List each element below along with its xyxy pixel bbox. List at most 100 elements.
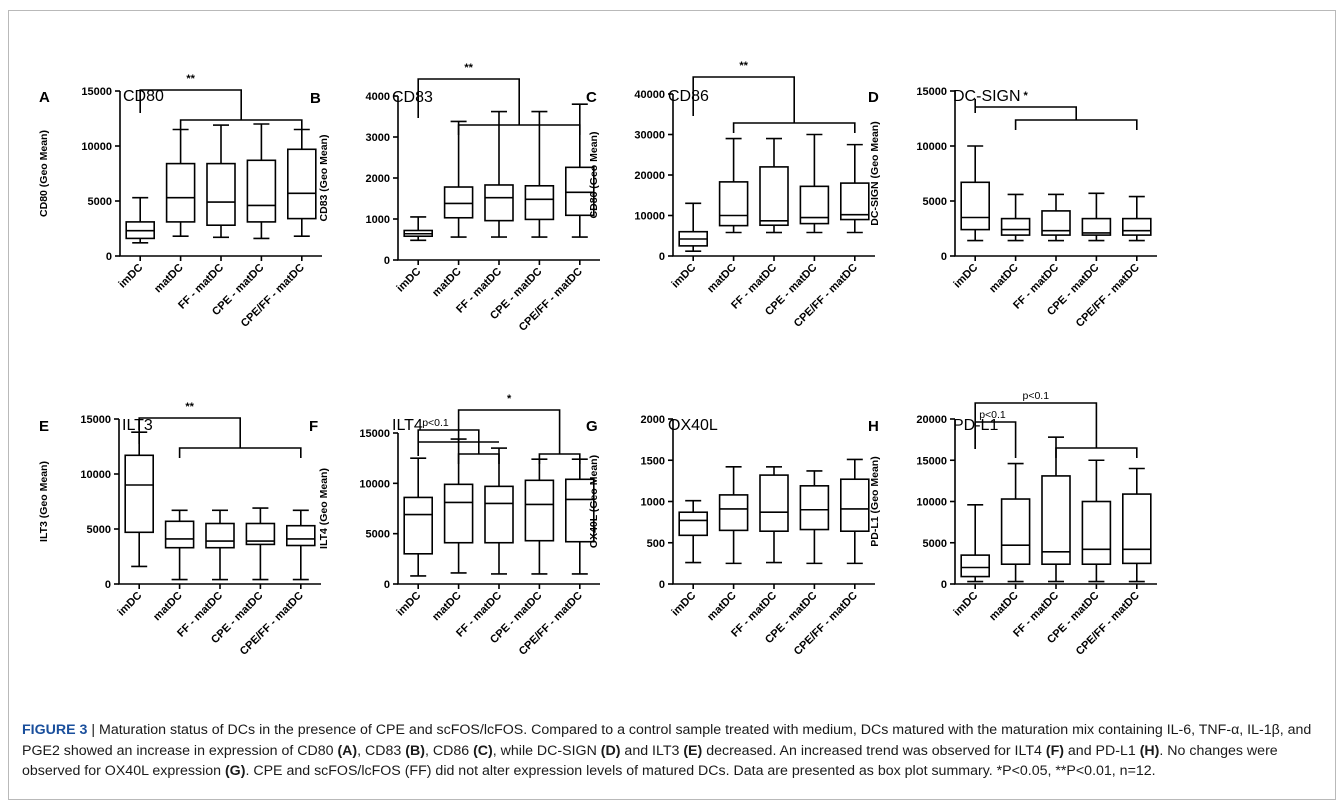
box-3 bbox=[524, 458, 555, 575]
box-iqr bbox=[839, 478, 870, 533]
chart-panel-b: B CD83 0 1000 2000 3000 4000 CD83 (Geo Mean) imD… bbox=[310, 62, 600, 334]
box-iqr bbox=[799, 185, 830, 225]
caption-label: FIGURE 3 bbox=[22, 722, 88, 738]
box-2 bbox=[484, 447, 514, 575]
box-iqr bbox=[124, 454, 154, 534]
caption-panel-ref: (D) bbox=[600, 742, 621, 759]
box-iqr bbox=[403, 496, 434, 555]
box-4 bbox=[286, 128, 317, 237]
box-0 bbox=[678, 499, 709, 564]
box-1 bbox=[718, 466, 749, 565]
box-2 bbox=[759, 466, 789, 564]
caption-panel-ref: (H) bbox=[1139, 742, 1160, 759]
box-3 bbox=[246, 123, 277, 240]
box-1 bbox=[718, 137, 749, 234]
x-tick-label: matDC bbox=[987, 590, 1021, 624]
caption-text: and ILT3 bbox=[620, 742, 684, 759]
y-tick-label: 10000 bbox=[634, 211, 665, 223]
significance-label: * bbox=[507, 393, 512, 405]
chart-panel-e: E ILT3 0 5000 10000 15000 ILT3 (Geo Mean) imDC m… bbox=[38, 401, 321, 658]
box-iqr bbox=[524, 479, 555, 542]
box-iqr bbox=[285, 524, 316, 547]
box-iqr bbox=[484, 184, 514, 222]
box-iqr bbox=[718, 494, 749, 532]
x-tick-label: imDC bbox=[117, 262, 146, 291]
y-tick-label: 0 bbox=[659, 251, 665, 263]
chart-title: ILT3 bbox=[122, 417, 153, 434]
y-tick-label: 0 bbox=[941, 579, 947, 591]
y-tick-label: 0 bbox=[384, 579, 390, 591]
caption-text: . CPE and scFOS/lcFOS (FF) did not alter… bbox=[245, 763, 1156, 779]
caption-separator: | bbox=[87, 722, 100, 738]
box-iqr bbox=[164, 520, 195, 549]
chart-panel-g: G OX40L 0 500 1000 1500 2000 OX40L (Geo Mean) im… bbox=[586, 414, 875, 658]
panel-letter: A bbox=[39, 89, 50, 106]
y-tick-label: 0 bbox=[106, 251, 112, 263]
x-tick-label: imDC bbox=[395, 590, 424, 619]
box-iqr bbox=[484, 485, 514, 544]
y-tick-label: 10000 bbox=[81, 141, 112, 153]
box-iqr bbox=[1081, 500, 1112, 566]
box-4 bbox=[839, 458, 870, 565]
box-iqr bbox=[718, 181, 749, 227]
x-tick-label: imDC bbox=[952, 262, 981, 291]
caption-panel-ref: (B) bbox=[405, 742, 425, 759]
box-1 bbox=[1000, 462, 1031, 583]
x-tick-label: matDC bbox=[152, 262, 186, 296]
y-tick-label: 2000 bbox=[366, 173, 390, 185]
chart-panel-a: A CD80 0 5000 10000 15000 CD80 (Geo Mean) imDC m… bbox=[38, 73, 322, 330]
y-tick-label: 0 bbox=[105, 579, 111, 591]
caption-text: , CD86 bbox=[424, 742, 474, 759]
y-tick-label: 500 bbox=[647, 538, 665, 550]
y-tick-label: 10000 bbox=[916, 141, 947, 153]
x-tick-label: imDC bbox=[670, 262, 699, 291]
caption-text: Maturation status of DCs in the presence… bbox=[22, 722, 1312, 759]
box-1 bbox=[1000, 193, 1031, 242]
box-0 bbox=[403, 216, 434, 242]
y-axis-label: ILT3 (Geo Mean) bbox=[38, 461, 50, 542]
y-tick-label: 0 bbox=[384, 255, 390, 267]
box-iqr bbox=[799, 485, 830, 531]
panel-letter: H bbox=[868, 418, 879, 435]
chart-panel-f: F ILT4 0 5000 10000 15000 ILT4 (Geo Mean) imDC m… bbox=[309, 393, 600, 658]
x-tick-label: matDC bbox=[705, 262, 739, 296]
chart-title: ILT4 bbox=[392, 417, 423, 434]
caption-panel-ref: (F) bbox=[1045, 742, 1064, 759]
caption-text: , while DC-SIGN bbox=[492, 742, 601, 759]
box-iqr bbox=[564, 166, 595, 217]
y-tick-label: 2000 bbox=[641, 414, 665, 426]
box-iqr bbox=[759, 166, 789, 227]
box-2 bbox=[1041, 193, 1071, 242]
caption-panel-ref: (A) bbox=[337, 742, 358, 759]
y-tick-label: 10000 bbox=[916, 497, 947, 509]
box-1 bbox=[165, 128, 196, 237]
caption-panel-ref: (G) bbox=[224, 763, 246, 779]
caption-panel-ref: (E) bbox=[683, 742, 703, 759]
box-4 bbox=[285, 509, 316, 581]
box-iqr bbox=[246, 159, 277, 223]
chart-title: DC-SIGN bbox=[953, 88, 1021, 105]
y-tick-label: 5000 bbox=[366, 529, 390, 541]
significance-bracket bbox=[974, 402, 1138, 458]
panel-letter: G bbox=[586, 418, 598, 435]
y-tick-label: 4000 bbox=[366, 91, 390, 103]
box-iqr bbox=[1041, 475, 1071, 565]
box-4 bbox=[1122, 467, 1152, 583]
x-tick-label: imDC bbox=[395, 266, 424, 295]
box-0 bbox=[125, 196, 155, 244]
y-tick-label: 20000 bbox=[916, 414, 947, 426]
caption-panel-ref: (C) bbox=[473, 742, 493, 759]
y-tick-label: 0 bbox=[659, 579, 665, 591]
box-iqr bbox=[245, 522, 276, 546]
box-4 bbox=[564, 458, 595, 575]
panel-letter: C bbox=[586, 89, 597, 106]
panel-letter: B bbox=[310, 90, 321, 107]
x-tick-label: imDC bbox=[670, 590, 699, 619]
box-iqr bbox=[960, 554, 991, 578]
significance-label: * bbox=[1024, 90, 1029, 102]
chart-panel-c: C CD86 0 10000 20000 30000 40000 CD86 (Geo Mean… bbox=[586, 60, 875, 330]
box-0 bbox=[960, 145, 991, 242]
